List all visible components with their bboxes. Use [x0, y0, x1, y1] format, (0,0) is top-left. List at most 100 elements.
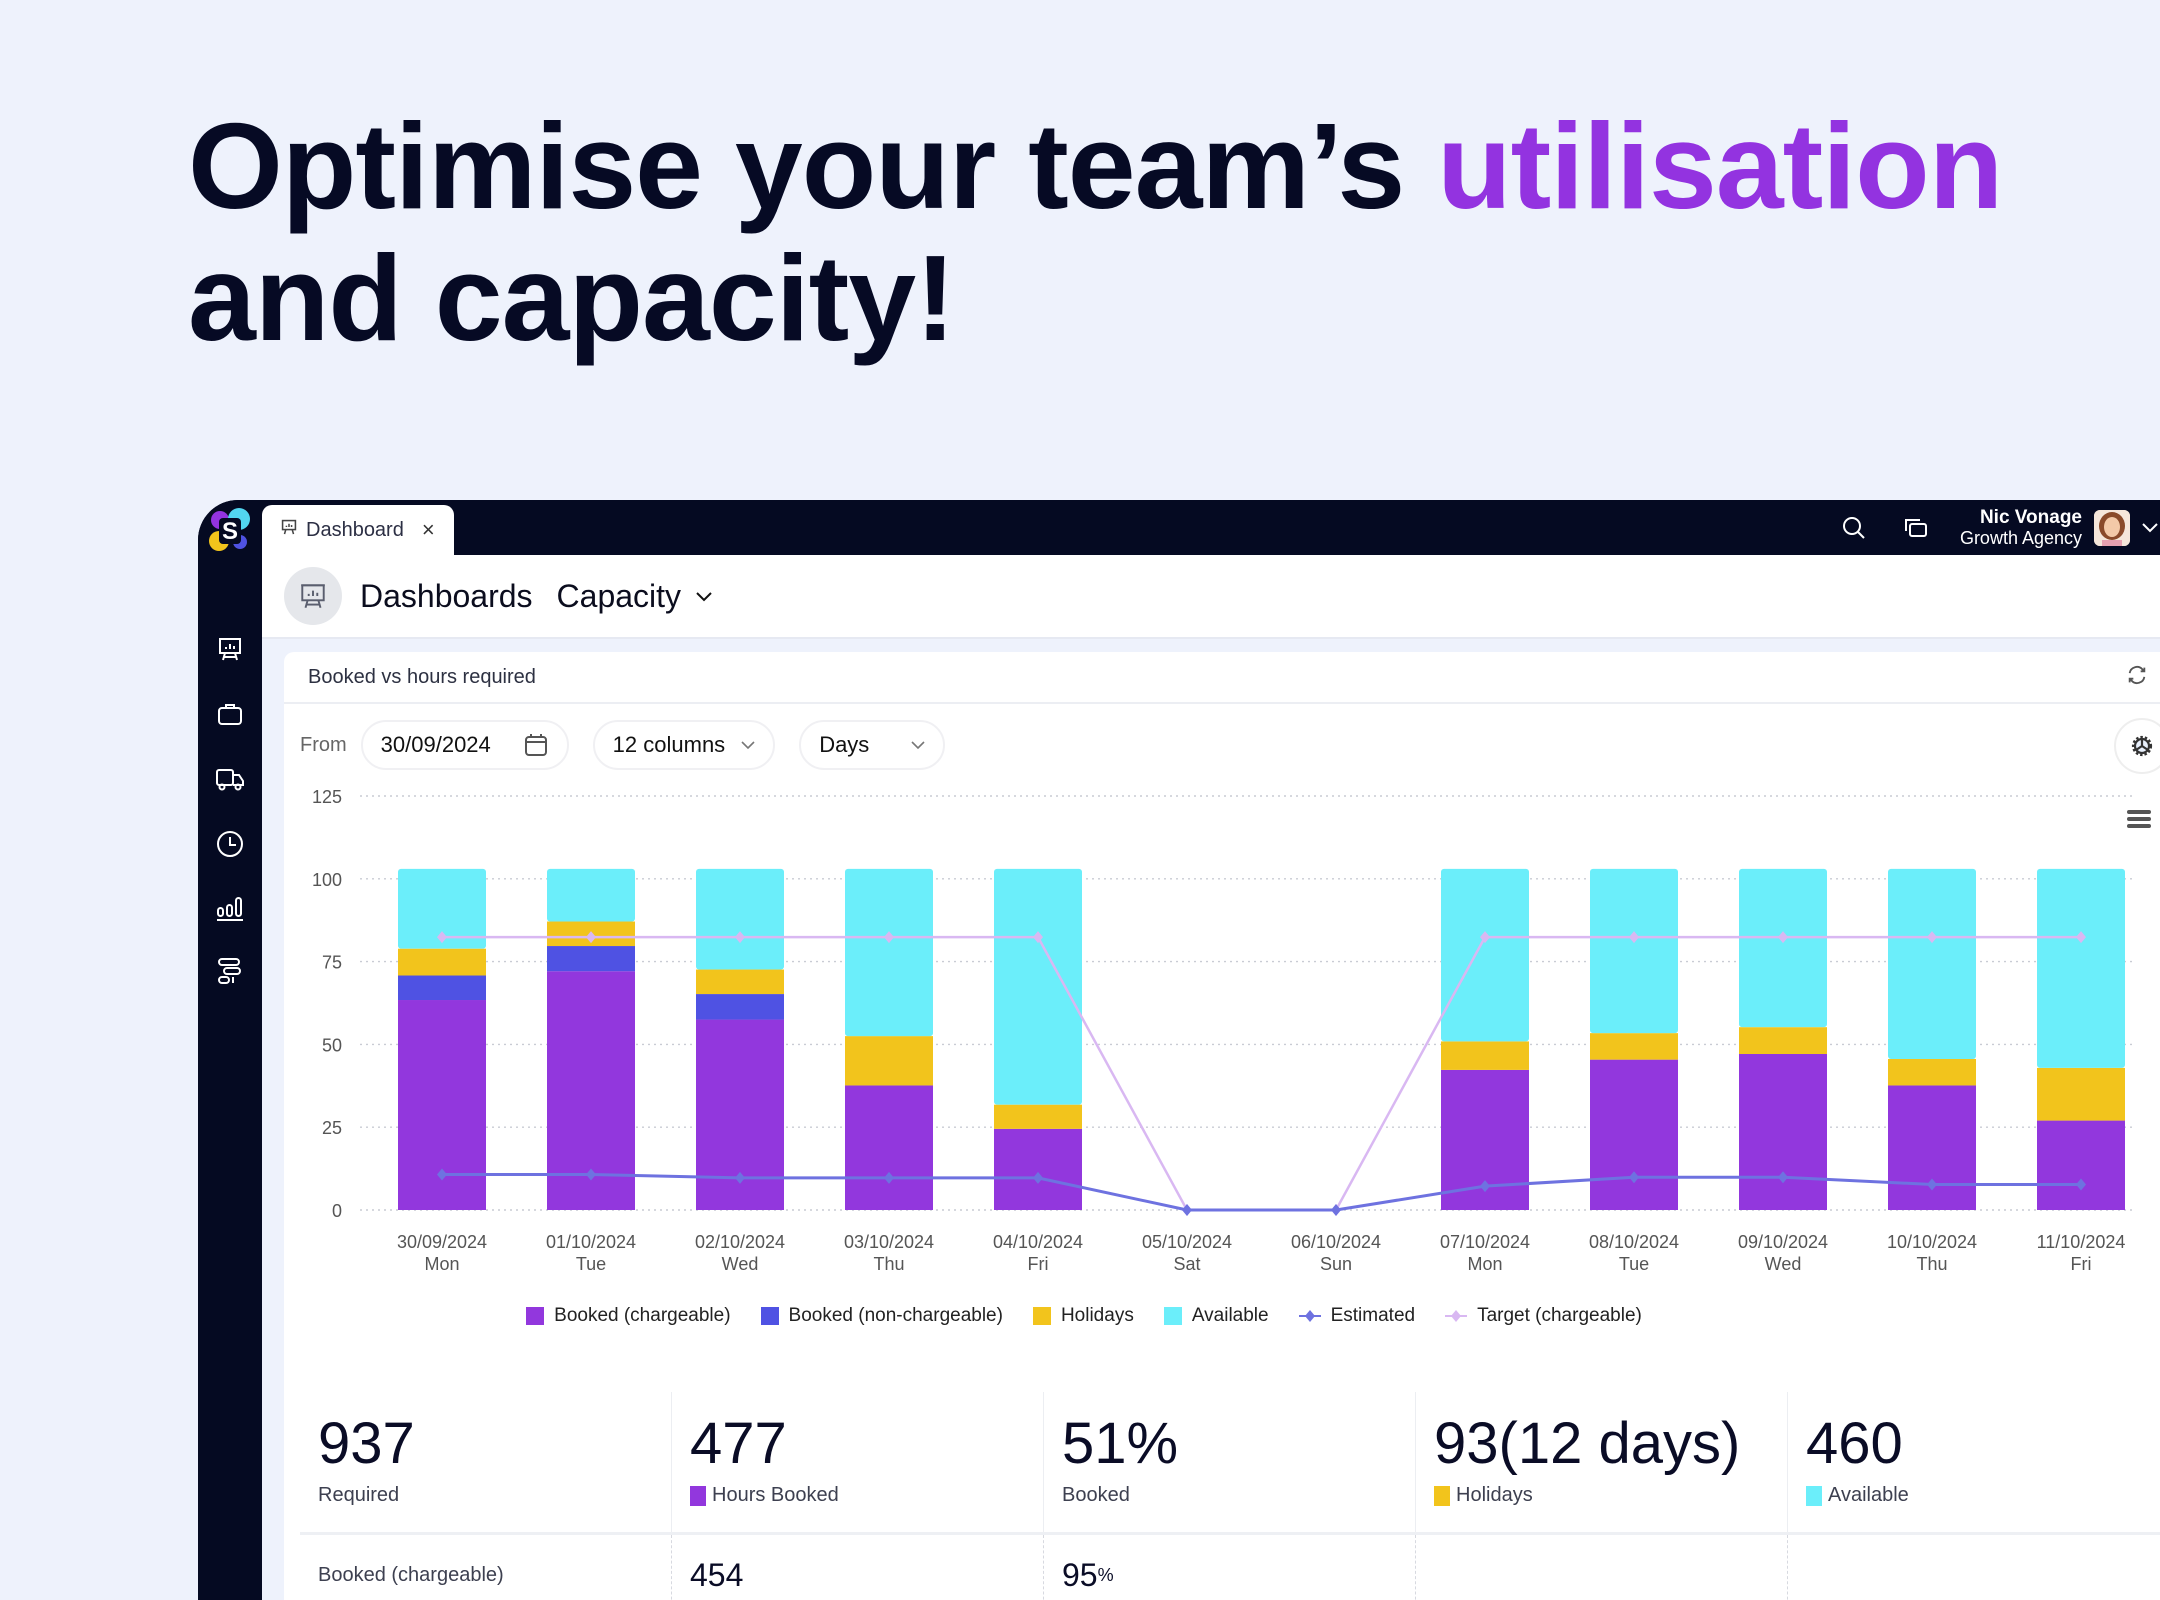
- bar-segment: [1739, 868, 1827, 1028]
- period-select[interactable]: Days: [799, 720, 946, 770]
- x-tick-label: 30/09/2024: [397, 1232, 487, 1252]
- x-tick-day-label: Tue: [1619, 1254, 1649, 1274]
- stat-block: 460 Available: [1788, 1392, 2160, 1532]
- stat-value: 51%: [1062, 1411, 1179, 1476]
- legend-item[interactable]: Estimated: [1298, 1305, 1416, 1327]
- bar-segment: [696, 868, 784, 970]
- legend-label: Booked (non-chargeable): [788, 1305, 1003, 1326]
- legend-label: Holidays: [1060, 1305, 1134, 1326]
- bar-chart-icon[interactable]: [214, 892, 246, 924]
- legend-item[interactable]: Target (chargeable): [1445, 1305, 1642, 1327]
- windows-icon[interactable]: [1898, 510, 1934, 546]
- legend-item[interactable]: Available: [1163, 1305, 1269, 1327]
- stat-value: 460: [1806, 1411, 1903, 1476]
- legend-swatch: [1445, 1310, 1468, 1322]
- series-marker: [1778, 931, 1788, 944]
- x-tick-label: 03/10/2024: [844, 1232, 934, 1252]
- columns-select[interactable]: 12 columns: [592, 720, 776, 770]
- series-marker: [2076, 931, 2086, 944]
- x-tick-label: 10/10/2024: [1887, 1232, 1977, 1252]
- dashboard-selector-label: Capacity: [556, 577, 682, 614]
- search-icon[interactable]: [1836, 510, 1872, 546]
- chart-controls: From 30/09/2024 12 columns Days: [300, 720, 946, 770]
- detail-empty-cell: [1416, 1535, 1788, 1600]
- stat-label-text: Booked: [1062, 1484, 1130, 1506]
- bar-segment: [2037, 1120, 2125, 1210]
- y-tick-label: 50: [322, 1035, 342, 1055]
- chevron-down-icon[interactable]: [2140, 510, 2160, 546]
- chart-menu-icon[interactable]: [2126, 808, 2152, 830]
- x-tick-day-label: Mon: [1467, 1254, 1502, 1274]
- x-tick-label: 06/10/2024: [1291, 1232, 1381, 1252]
- bar-segment: [1888, 868, 1976, 1059]
- x-tick-label: 01/10/2024: [546, 1232, 636, 1252]
- stat-block: 477 Hours Booked: [672, 1392, 1044, 1532]
- legend-label: Estimated: [1330, 1305, 1416, 1326]
- series-marker: [586, 1168, 596, 1181]
- stat-label: Available: [1806, 1484, 2160, 1507]
- tab-dashboard[interactable]: Dashboard ×: [262, 505, 454, 555]
- sidebar: S: [198, 500, 262, 1600]
- close-icon[interactable]: ×: [421, 517, 435, 542]
- avatar[interactable]: [2094, 509, 2130, 546]
- series-marker: [735, 1171, 745, 1184]
- clock-icon[interactable]: [214, 828, 246, 860]
- columns-value: 12 columns: [612, 732, 726, 757]
- bar-segment: [1590, 1059, 1678, 1210]
- stat-swatch: [690, 1485, 706, 1506]
- legend-item[interactable]: Booked (chargeable): [526, 1305, 731, 1327]
- date-picker[interactable]: 30/09/2024: [360, 720, 569, 770]
- bar-segment: [845, 1085, 933, 1210]
- series-line: [442, 1173, 2081, 1212]
- stat-block: 937 Required: [300, 1392, 672, 1532]
- dashboard-icon[interactable]: [214, 633, 246, 665]
- bar-segment: [994, 1104, 1082, 1129]
- series-line: [442, 935, 2081, 1212]
- briefcase-icon[interactable]: [214, 698, 246, 730]
- chevron-down-icon: [696, 591, 712, 601]
- stat-block: 93(12 days) Holidays: [1416, 1392, 1788, 1532]
- x-tick-label: 07/10/2024: [1440, 1232, 1530, 1252]
- bar-segment: [994, 868, 1082, 1105]
- gantt-icon[interactable]: [214, 955, 246, 987]
- series-marker: [1927, 1178, 1937, 1191]
- detail-value: 454: [672, 1535, 1044, 1600]
- x-tick-day-label: Thu: [1916, 1254, 1947, 1274]
- detail-label: Booked (chargeable): [300, 1535, 672, 1600]
- user-info[interactable]: Nic Vonage Growth Agency: [1960, 507, 2082, 549]
- bar-segment: [398, 975, 486, 1001]
- page-title: Dashboards: [360, 577, 533, 614]
- legend-item[interactable]: Booked (non-chargeable): [760, 1305, 1003, 1327]
- app-logo-icon[interactable]: S: [206, 506, 254, 556]
- detail-percent-value: 95: [1062, 1556, 1098, 1593]
- refresh-icon[interactable]: [2126, 664, 2152, 690]
- detail-percent: 95%: [1044, 1535, 1416, 1600]
- truck-icon[interactable]: [214, 763, 246, 795]
- bar-segment: [547, 946, 635, 972]
- user-name: Nic Vonage: [1979, 506, 2082, 528]
- y-tick-label: 25: [322, 1118, 342, 1138]
- settings-button[interactable]: [2114, 718, 2160, 774]
- tab-label: Dashboard: [306, 518, 404, 541]
- legend-item[interactable]: Holidays: [1032, 1305, 1134, 1327]
- chart-card: Booked vs hours required From 30/09/2024…: [284, 652, 2160, 1600]
- x-tick-label: 09/10/2024: [1738, 1232, 1828, 1252]
- stat-swatch: [1806, 1485, 1822, 1506]
- stats-row: 937 Required 477 Hours Booked 51% Booked 93(12…: [300, 1392, 2160, 1535]
- legend-label: Booked (chargeable): [554, 1305, 731, 1326]
- bar-segment: [1739, 1054, 1827, 1210]
- chevron-down-icon: [911, 740, 925, 749]
- series-marker: [1182, 1204, 1192, 1216]
- legend-swatch: [526, 1307, 545, 1325]
- dashboard-selector[interactable]: Capacity: [557, 578, 714, 615]
- series-marker: [1927, 931, 1937, 944]
- headline-accent: utilisation: [1437, 98, 2003, 234]
- series-marker: [884, 931, 894, 944]
- bar-segment: [1441, 868, 1529, 1042]
- stat-label-text: Holidays: [1456, 1484, 1533, 1506]
- legend-swatch: [1163, 1307, 1182, 1325]
- stat-label-text: Hours Booked: [712, 1484, 839, 1506]
- x-tick-day-label: Thu: [873, 1254, 904, 1274]
- main-content: Dashboards Capacity Booked vs hours requ…: [262, 555, 2160, 1600]
- stat-value: 937: [318, 1411, 415, 1476]
